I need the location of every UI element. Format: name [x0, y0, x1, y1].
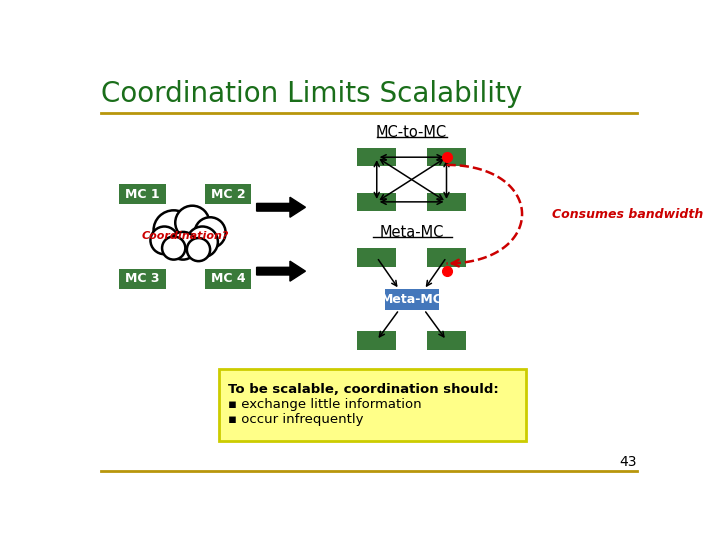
FancyBboxPatch shape: [204, 184, 251, 204]
FancyBboxPatch shape: [384, 289, 438, 310]
FancyBboxPatch shape: [427, 248, 466, 267]
FancyBboxPatch shape: [427, 148, 466, 166]
FancyBboxPatch shape: [427, 331, 466, 350]
Circle shape: [153, 211, 194, 251]
Text: Coordination Limits Scalability: Coordination Limits Scalability: [101, 80, 522, 108]
Circle shape: [194, 217, 225, 248]
Text: MC 2: MC 2: [211, 188, 246, 201]
FancyBboxPatch shape: [220, 369, 526, 441]
Text: MC 4: MC 4: [211, 272, 246, 285]
Text: 43: 43: [620, 455, 637, 469]
FancyArrow shape: [256, 197, 305, 217]
FancyBboxPatch shape: [120, 184, 166, 204]
Circle shape: [187, 238, 210, 261]
Text: ▪ occur infrequently: ▪ occur infrequently: [228, 413, 364, 426]
FancyBboxPatch shape: [357, 331, 396, 350]
Text: MC-to-MC: MC-to-MC: [376, 125, 447, 140]
Circle shape: [150, 226, 179, 254]
Circle shape: [162, 237, 185, 260]
Text: Coordination?: Coordination?: [142, 231, 229, 241]
FancyBboxPatch shape: [357, 193, 396, 211]
Circle shape: [175, 206, 210, 240]
FancyArrow shape: [256, 261, 305, 281]
Text: MC 1: MC 1: [125, 188, 160, 201]
Text: To be scalable, coordination should:: To be scalable, coordination should:: [228, 383, 499, 396]
FancyBboxPatch shape: [204, 269, 251, 289]
Circle shape: [169, 232, 197, 260]
FancyBboxPatch shape: [427, 193, 466, 211]
FancyBboxPatch shape: [120, 269, 166, 289]
Text: ▪ exchange little information: ▪ exchange little information: [228, 398, 422, 411]
Text: Meta-MC: Meta-MC: [379, 225, 444, 240]
Circle shape: [187, 226, 218, 257]
Text: Meta-MC: Meta-MC: [381, 293, 443, 306]
FancyBboxPatch shape: [357, 248, 396, 267]
Text: Consumes bandwidth: Consumes bandwidth: [552, 208, 703, 221]
Text: MC 3: MC 3: [125, 272, 160, 285]
FancyBboxPatch shape: [357, 148, 396, 166]
